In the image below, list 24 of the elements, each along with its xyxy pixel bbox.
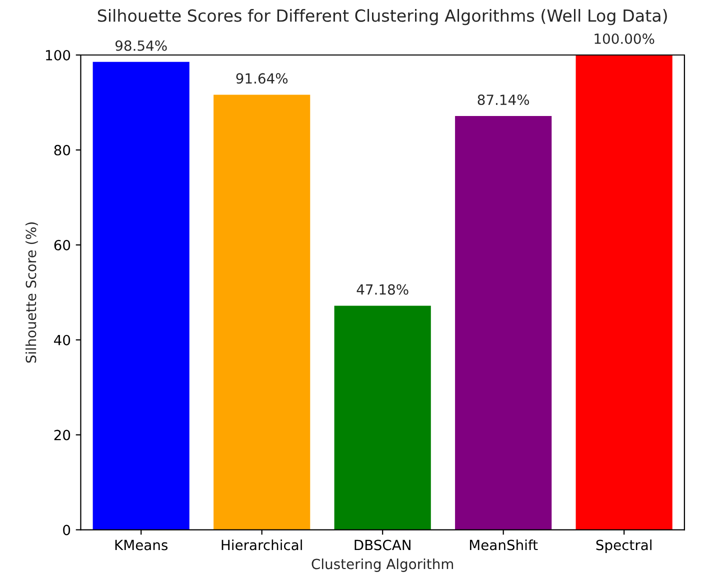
data-label: 100.00%: [594, 33, 654, 44]
y-tick-label: 20: [54, 430, 70, 440]
y-axis-title: Silhouette Score (%): [26, 222, 38, 363]
chart-title: Silhouette Scores for Different Clustering Algorithms (Well Log Data): [98, 9, 667, 26]
x-tick-label: MeanShift: [470, 540, 538, 550]
x-tick-label: DBSCAN: [354, 540, 410, 550]
data-label: 91.64%: [236, 73, 288, 84]
bar: [92, 62, 190, 530]
data-label: 98.54%: [116, 40, 167, 51]
bar: [214, 94, 310, 530]
y-tick-label: 40: [54, 334, 70, 346]
y-tick-label: 0: [63, 524, 70, 536]
data-label: 47.18%: [356, 284, 408, 295]
x-tick-label: Hierarchical: [222, 540, 302, 550]
bar: [455, 116, 552, 530]
data-label: 87.14%: [478, 94, 530, 106]
y-tick-label: 60: [54, 240, 70, 250]
bar: [576, 55, 672, 530]
y-tick-label: 100: [46, 50, 70, 60]
bar: [334, 306, 431, 530]
y-tick-label: 80: [54, 144, 70, 156]
x-axis-title: Clustering Algorithm: [312, 558, 454, 572]
x-tick-label: Spectral: [596, 540, 652, 553]
x-tick-label: KMeans: [115, 540, 168, 550]
